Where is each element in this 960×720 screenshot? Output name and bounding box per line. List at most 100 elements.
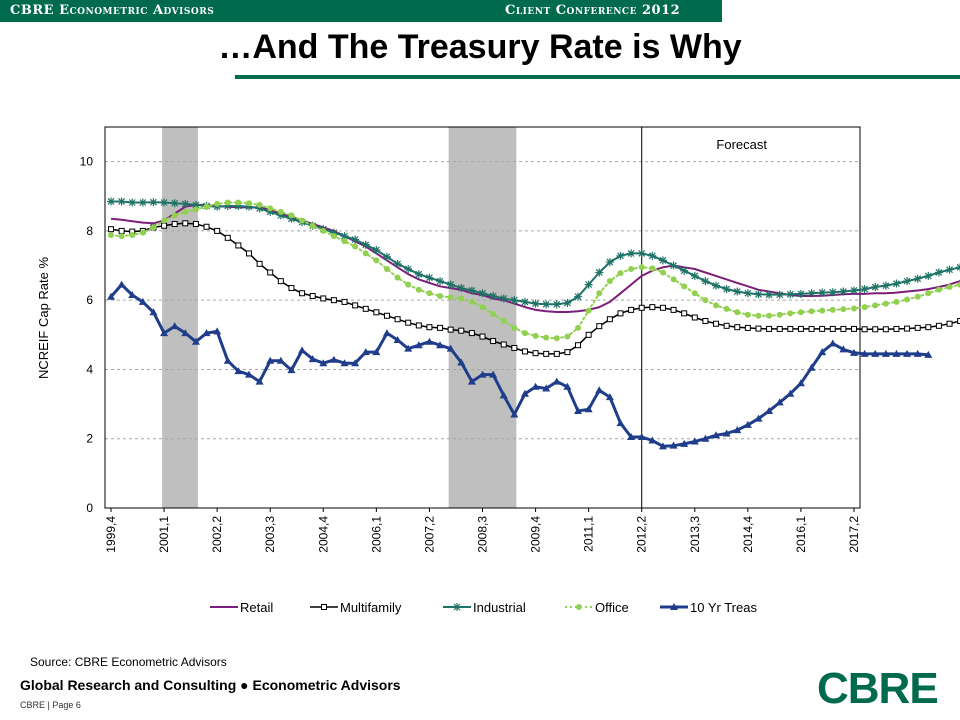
data-point xyxy=(575,324,582,331)
data-point xyxy=(552,300,561,309)
recession-band xyxy=(162,127,198,508)
data-point xyxy=(786,290,795,299)
data-point xyxy=(904,325,911,332)
data-point xyxy=(244,370,253,378)
data-point xyxy=(775,398,784,406)
x-tick-label: 1999,4 xyxy=(104,516,118,553)
x-tick-label: 2002,2 xyxy=(210,516,224,553)
data-point xyxy=(426,324,433,331)
data-point xyxy=(733,287,742,296)
data-point xyxy=(744,324,751,331)
data-point xyxy=(266,207,275,216)
data-point xyxy=(478,370,487,378)
data-point xyxy=(701,277,710,286)
data-point xyxy=(860,349,869,357)
data-point xyxy=(234,201,243,210)
data-point xyxy=(754,290,763,299)
data-point xyxy=(161,222,168,229)
header-right-label: Client Conference 2012 xyxy=(505,3,681,18)
data-point xyxy=(393,336,402,344)
data-point xyxy=(479,333,486,340)
data-point xyxy=(150,224,157,231)
data-point xyxy=(840,325,847,332)
data-point xyxy=(414,341,423,349)
data-point xyxy=(394,274,401,281)
data-point xyxy=(118,227,125,234)
data-point xyxy=(828,288,837,297)
data-point xyxy=(649,265,656,272)
data-point xyxy=(818,288,827,297)
data-point xyxy=(340,359,349,367)
data-point xyxy=(882,326,889,333)
data-point xyxy=(447,326,454,333)
data-point xyxy=(669,441,678,449)
data-point xyxy=(904,296,911,303)
data-point xyxy=(840,306,847,313)
data-point xyxy=(627,432,636,440)
x-tick-label: 2012,2 xyxy=(635,516,649,553)
data-point xyxy=(881,281,890,290)
data-point xyxy=(404,265,413,274)
data-point xyxy=(957,317,960,324)
data-point xyxy=(128,290,137,298)
data-point xyxy=(776,325,783,332)
data-point xyxy=(453,603,461,611)
data-point xyxy=(235,242,242,249)
data-point xyxy=(299,217,306,224)
data-point xyxy=(713,302,720,309)
data-point xyxy=(701,434,710,442)
data-point xyxy=(723,305,730,312)
data-point xyxy=(744,311,751,318)
data-point xyxy=(925,290,932,297)
data-point xyxy=(681,283,688,290)
data-point xyxy=(118,233,125,240)
data-point xyxy=(308,355,317,363)
data-point xyxy=(893,298,900,305)
data-point xyxy=(532,350,539,357)
data-point xyxy=(670,306,677,313)
data-point xyxy=(957,281,960,288)
y-axis-label: NCREIF Cap Rate % xyxy=(36,257,51,380)
data-point xyxy=(276,211,285,220)
x-tick-label: 2003,3 xyxy=(263,516,277,553)
data-point xyxy=(288,212,295,219)
forecast-label: Forecast xyxy=(716,137,767,152)
data-point xyxy=(321,604,327,610)
data-point xyxy=(542,300,551,309)
data-point xyxy=(638,304,645,311)
y-tick-label: 6 xyxy=(86,293,93,307)
data-point xyxy=(658,442,667,450)
data-point xyxy=(373,309,380,316)
data-point xyxy=(776,311,783,318)
data-point xyxy=(924,350,933,358)
data-point xyxy=(691,314,698,321)
data-point xyxy=(361,240,370,249)
data-point xyxy=(129,232,136,239)
data-point xyxy=(925,324,932,331)
data-point xyxy=(415,322,422,329)
data-point xyxy=(267,269,274,276)
data-point xyxy=(755,312,762,319)
data-point xyxy=(616,251,625,260)
data-point xyxy=(457,284,466,293)
data-point xyxy=(288,285,295,292)
title-divider xyxy=(235,75,960,79)
data-point xyxy=(766,312,773,319)
data-point xyxy=(542,384,551,392)
recession-band xyxy=(448,127,517,508)
data-point xyxy=(690,437,699,445)
data-point xyxy=(563,298,572,307)
data-point xyxy=(521,348,528,355)
data-point xyxy=(543,334,550,341)
data-point xyxy=(743,289,752,298)
data-point xyxy=(235,199,242,206)
data-point xyxy=(606,278,613,285)
data-point xyxy=(596,290,603,297)
data-point xyxy=(299,290,306,297)
data-point xyxy=(872,326,879,333)
data-point xyxy=(170,322,179,330)
data-point xyxy=(330,233,337,240)
data-point xyxy=(935,322,942,329)
page-title: …And The Treasury Rate is Why xyxy=(218,28,742,66)
data-point xyxy=(605,393,614,401)
